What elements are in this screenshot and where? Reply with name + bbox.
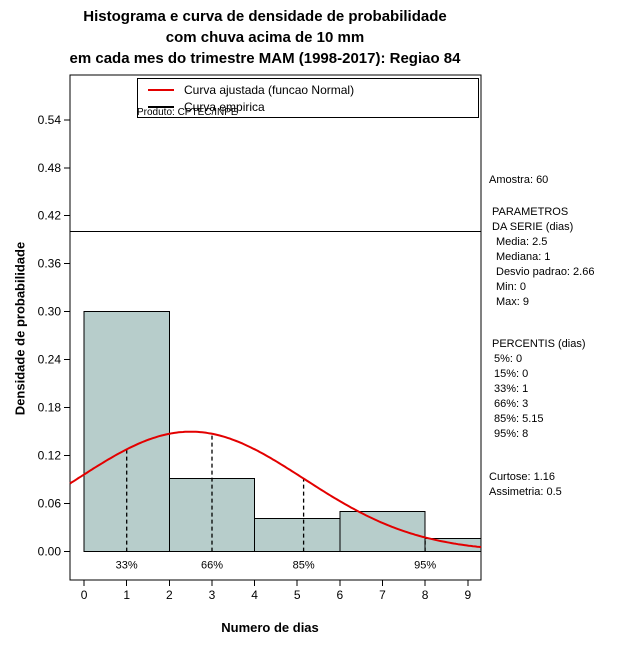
y-tick-label: 0.54 — [38, 113, 62, 127]
stats-group-shape: Curtose: 1.16 Assimetria: 0.5 — [489, 470, 639, 500]
stat-max: Max: 9 — [496, 296, 530, 308]
x-tick-label: 7 — [379, 588, 386, 602]
product-watermark: Produto: CPTEC/INPE — [137, 107, 238, 118]
y-tick-label: 0.18 — [38, 401, 62, 415]
stat-mediana: Mediana: 1 — [496, 251, 551, 263]
histogram-bar — [254, 517, 341, 553]
stat-percentil-85: 85%: 5.15 — [494, 413, 544, 425]
stats-group-percentis: PERCENTIS (dias) 5%: 0 15%: 0 33%: 1 66%… — [489, 337, 639, 442]
percentile-label: 85% — [293, 560, 315, 572]
black-line-swatch-icon — [148, 105, 174, 108]
red-line-swatch-icon — [148, 88, 174, 91]
stats-panel: Amostra: 60 PARAMETROS DA SERIE (dias) M… — [489, 173, 639, 500]
y-tick-label: 0.06 — [38, 497, 62, 511]
stats-series-header-2: DA SERIE (dias) — [492, 221, 574, 233]
stats-percentis-header: PERCENTIS (dias) — [492, 338, 586, 350]
fitted-curve — [69, 430, 482, 549]
stats-series-header-1: PARAMETROS — [492, 206, 569, 218]
stat-curtose: Curtose: 1.16 — [489, 471, 556, 483]
percentile-label: 33% — [116, 560, 138, 572]
y-tick-label: 0.24 — [38, 353, 62, 367]
x-tick-label: 8 — [422, 588, 429, 602]
title-line-1: Histograma e curva de densidade de proba… — [83, 8, 447, 25]
x-tick-label: 5 — [294, 588, 301, 602]
legend-item-fitted-curve: Curva ajustada (funcao Normal) — [138, 81, 478, 98]
stat-percentil-5: 5%: 0 — [494, 353, 523, 365]
stat-desvio-padrao: Desvio padrao: 2.66 — [496, 266, 595, 278]
x-tick-label: 4 — [251, 588, 258, 602]
y-tick-label: 0.42 — [38, 209, 62, 223]
y-tick-label: 0.30 — [38, 305, 62, 319]
legend-label-fitted-curve: Curva ajustada (funcao Normal) — [184, 82, 355, 97]
x-tick-label: 6 — [337, 588, 344, 602]
x-tick-label: 9 — [464, 588, 471, 602]
plot-frame — [69, 74, 482, 581]
stat-percentil-33: 33%: 1 — [494, 383, 529, 395]
stat-percentil-66: 66%: 3 — [494, 398, 529, 410]
x-tick-label: 2 — [166, 588, 173, 602]
legend: Curva ajustada (funcao Normal) Curva emp… — [137, 78, 479, 118]
title-line-2: com chuva acima de 10 mm — [165, 29, 365, 46]
x-tick-label: 1 — [123, 588, 130, 602]
x-tick-label: 3 — [209, 588, 216, 602]
x-tick-label: 0 — [81, 588, 88, 602]
stat-assimetria: Assimetria: 0.5 — [489, 486, 562, 498]
percentile-label: 66% — [201, 560, 223, 572]
legend-label-empirical-curve: Curva empirica — [184, 99, 265, 114]
y-tick-label: 0.48 — [38, 161, 62, 175]
stat-percentil-95: 95%: 8 — [494, 428, 529, 440]
x-axis-label: Numero de dias — [221, 620, 319, 635]
stat-media: Media: 2.5 — [496, 236, 548, 248]
y-tick-label: 0.12 — [38, 449, 62, 463]
legend-item-empirical-curve: Curva empirica — [138, 98, 478, 115]
title-line-3: em cada mes do trimestre MAM (1998-2017)… — [69, 50, 461, 67]
stats-group-series-parameters: PARAMETROS DA SERIE (dias) Media: 2.5 Me… — [489, 205, 639, 310]
y-tick-label: 0.00 — [38, 545, 62, 559]
stat-min: Min: 0 — [496, 281, 526, 293]
chart-title: Histograma e curva de densidade de proba… — [5, 6, 525, 69]
y-axis-label: Densidade de probabilidade — [12, 241, 28, 416]
y-tick-label: 0.36 — [38, 257, 62, 271]
stat-percentil-15: 15%: 0 — [494, 368, 529, 380]
stats-group-sample: Amostra: 60 — [489, 173, 639, 188]
stat-sample-size: Amostra: 60 — [489, 174, 549, 186]
percentile-label: 95% — [414, 560, 436, 572]
histogram-bar — [339, 511, 426, 553]
